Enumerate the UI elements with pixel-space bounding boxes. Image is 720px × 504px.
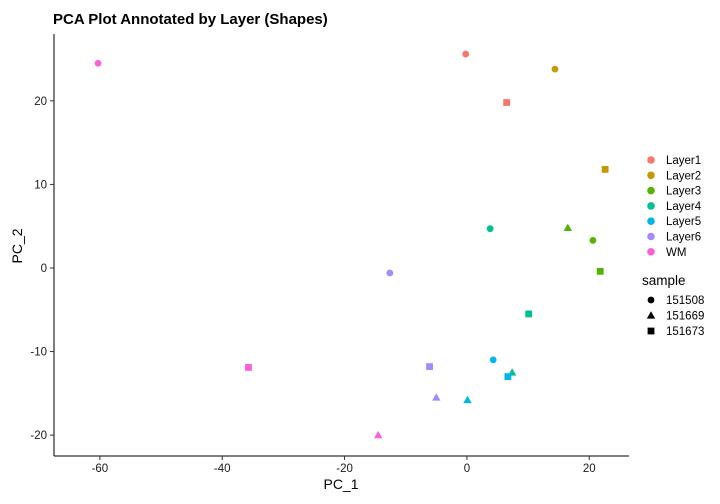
x-tick-label: -60: [92, 463, 109, 475]
data-point: [596, 267, 604, 275]
color-legend-key: [647, 202, 655, 210]
y-tick-label: 0: [41, 263, 47, 275]
y-tick-label: 20: [34, 96, 47, 108]
color-legend-key: [647, 186, 655, 195]
color-legend-key: [647, 156, 655, 164]
data-point: [525, 310, 533, 318]
x-tick-label: -20: [336, 463, 353, 475]
x-tick-label: -40: [214, 463, 231, 475]
y-axis-title: PC_2: [9, 228, 25, 263]
shape-legend-key: [646, 311, 656, 319]
data-point: [463, 395, 472, 404]
color-legend-key: [647, 232, 655, 241]
data-point: [504, 373, 512, 381]
data-point: [486, 225, 494, 233]
data-point: [94, 59, 102, 67]
data-point: [551, 65, 559, 73]
data-point: [374, 430, 383, 439]
data-point: [462, 50, 470, 58]
data-point: [563, 223, 573, 232]
shape-legend-title: sample: [642, 273, 686, 288]
shape-legend-key: [647, 327, 655, 335]
color-legend-label: Layer3: [666, 186, 701, 198]
color-legend-label: Layer6: [666, 232, 701, 244]
color-legend-label: WM: [666, 247, 686, 259]
shape-legend-label: 151673: [666, 326, 704, 338]
y-tick-label: 10: [34, 179, 47, 191]
color-legend-label: Layer5: [666, 216, 701, 228]
data-point: [589, 237, 597, 244]
y-tick-label: -20: [30, 430, 47, 442]
color-legend-key: [647, 248, 655, 256]
data-point: [426, 363, 433, 370]
color-legend-key: [647, 217, 655, 225]
data-point: [601, 165, 609, 173]
plot-area: -60 -40 -20 0 20 -20 -10 0 10 20: [30, 34, 629, 475]
shape-legend-label: 151669: [666, 311, 704, 323]
data-point: [386, 269, 394, 277]
color-legend-label: Layer1: [666, 155, 701, 167]
x-tick-label: 0: [464, 463, 470, 475]
color-legend-label: Layer4: [666, 201, 702, 213]
y-tick-label: -10: [30, 347, 47, 359]
chart-title: PCA Plot Annotated by Layer (Shapes): [53, 11, 328, 28]
data-point: [245, 364, 252, 371]
shape-legend-key: [647, 296, 655, 304]
data-point: [432, 393, 441, 401]
data-point: [503, 99, 511, 106]
x-axis-title: PC_1: [323, 476, 358, 492]
shape-legend: sample 151508 151669 151673: [642, 273, 704, 338]
x-tick-label: 20: [583, 463, 596, 475]
shape-legend-label: 151508: [666, 295, 704, 307]
color-legend: Layer1 Layer2 Layer3 Layer4 Layer5 Layer6 WM: [647, 155, 702, 259]
color-legend-label: Layer2: [666, 170, 701, 182]
data-point: [489, 356, 497, 364]
color-legend-key: [647, 171, 655, 180]
